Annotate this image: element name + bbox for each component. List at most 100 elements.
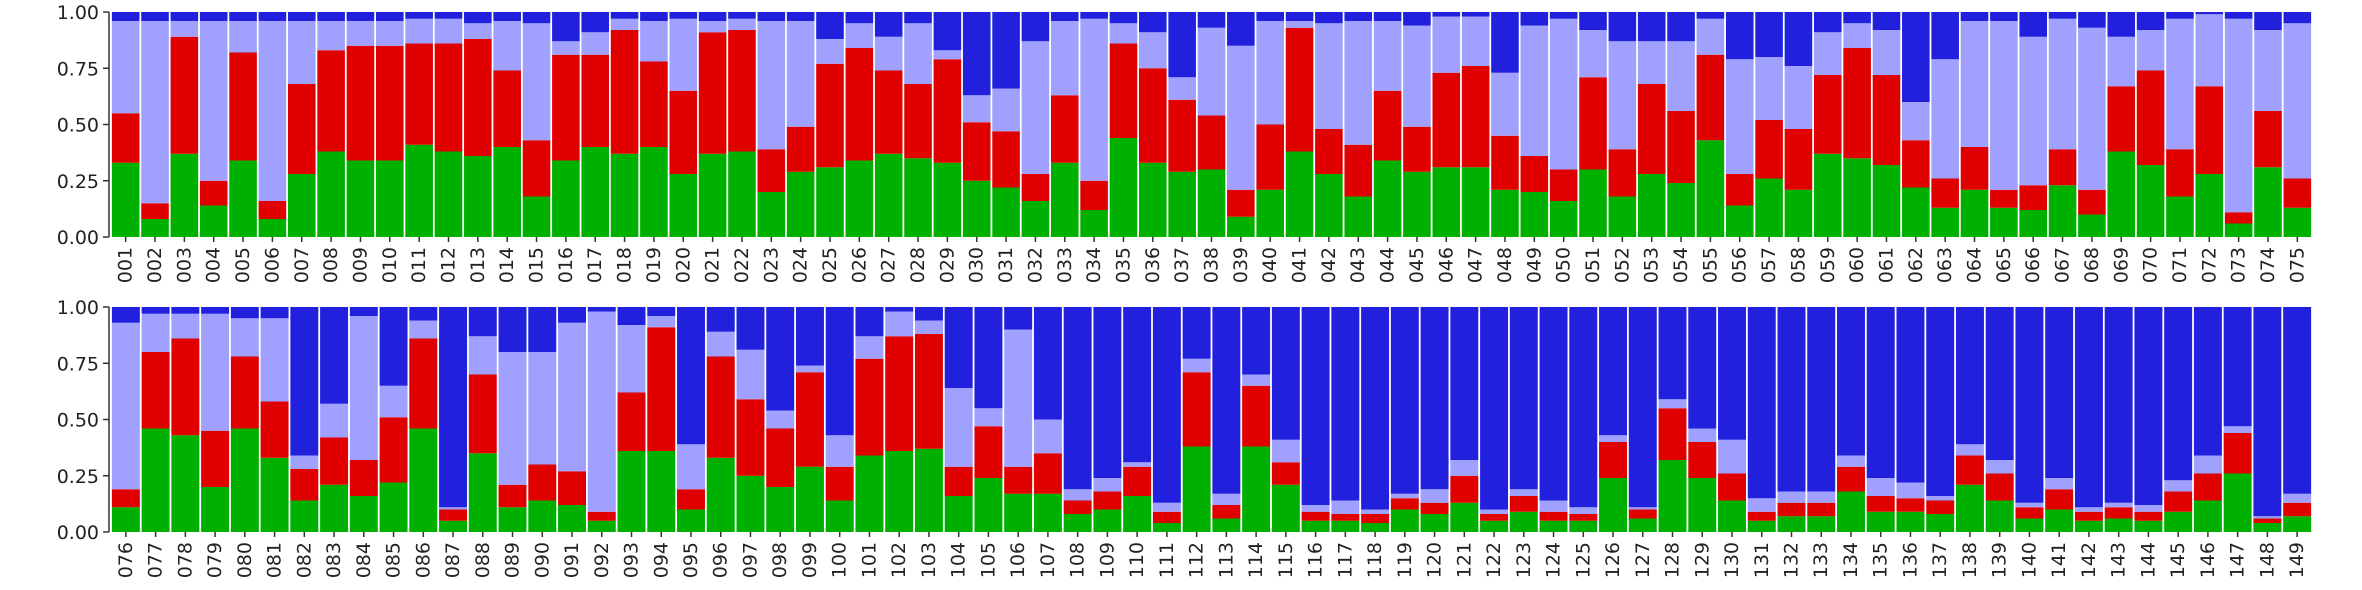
bar-segment-068-s3: [2078, 27, 2106, 190]
x-tick-label: 066: [2022, 247, 2044, 283]
bar-segment-012-s1: [434, 151, 463, 237]
bar-segment-131-s4: [1747, 307, 1776, 499]
bar-segment-011-s3: [405, 18, 433, 44]
x-tick-label: 100: [829, 542, 851, 578]
bar-segment-033-s2: [1050, 95, 1079, 163]
bar-segment-025-s1: [816, 167, 844, 237]
bar-segment-082-s2: [290, 469, 319, 501]
bar-segment-096-s1: [706, 457, 735, 532]
bar-segment-021-s1: [698, 153, 727, 237]
bar-segment-148-s2: [2253, 518, 2282, 523]
bar-segment-021-s4: [698, 12, 727, 21]
bar-segment-143-s4: [2104, 307, 2133, 503]
bar-segment-127-s2: [1628, 509, 1657, 519]
bar-segment-023-s4: [757, 12, 786, 21]
bar-segment-137-s4: [1926, 307, 1955, 496]
bar-segment-056-s3: [1725, 59, 1754, 174]
bar-segment-032-s4: [1021, 12, 1050, 42]
x-tick-label: 011: [408, 247, 430, 283]
bar-segment-079-s2: [201, 430, 230, 487]
bar-segment-029-s2: [933, 59, 962, 163]
x-tick-label: 095: [680, 542, 702, 578]
x-tick-label: 127: [1632, 542, 1654, 578]
bar-segment-005-s2: [229, 52, 257, 161]
bar-segment-122-s4: [1480, 307, 1509, 510]
x-tick-label: 013: [467, 247, 489, 283]
x-tick-label: 024: [790, 247, 812, 283]
bar-segment-123-s1: [1509, 511, 1538, 532]
x-tick-label: 130: [1721, 542, 1743, 578]
bar-segment-027-s2: [874, 70, 903, 154]
bar-segment-100-s3: [825, 435, 854, 467]
bar-segment-031-s3: [992, 88, 1020, 132]
bar-segment-143-s3: [2104, 502, 2133, 508]
bar-segment-110-s1: [1123, 496, 1152, 532]
bar-segment-103-s3: [914, 320, 943, 334]
bar-segment-067-s3: [2048, 18, 2077, 150]
x-tick-label: 068: [2081, 247, 2103, 283]
bar-segment-031-s1: [992, 187, 1020, 237]
bar-segment-038-s2: [1197, 115, 1226, 170]
bar-segment-129-s3: [1688, 428, 1717, 442]
bar-segment-071-s2: [2166, 149, 2194, 197]
bar-segment-139-s4: [1985, 307, 2014, 460]
x-tick-label: 077: [145, 542, 167, 578]
bar-segment-022-s1: [728, 151, 756, 237]
bar-segment-058-s4: [1784, 12, 1813, 66]
bar-segment-083-s4: [320, 307, 349, 404]
bar-segment-114-s3: [1242, 374, 1271, 386]
bar-segment-136-s4: [1896, 307, 1925, 483]
bar-segment-149-s2: [2283, 502, 2312, 517]
bar-segment-049-s4: [1520, 12, 1549, 26]
x-tick-label: 096: [710, 542, 732, 578]
x-tick-label: 008: [320, 247, 342, 283]
bar-segment-089-s3: [498, 352, 527, 485]
bar-segment-033-s3: [1050, 21, 1079, 96]
bar-segment-116-s4: [1301, 307, 1330, 505]
bar-segment-055-s3: [1696, 18, 1725, 55]
x-tick-label: 035: [1112, 247, 1134, 283]
bar-segment-124-s1: [1539, 520, 1568, 532]
x-tick-label: 099: [799, 542, 821, 578]
bar-segment-110-s3: [1123, 462, 1152, 467]
bar-segment-142-s2: [2074, 511, 2103, 521]
x-tick-label: 145: [2167, 542, 2189, 578]
bar-segment-024-s4: [786, 12, 815, 21]
bar-segment-138-s3: [1955, 444, 1984, 456]
bar-segment-043-s3: [1344, 21, 1373, 145]
bar-segment-035-s2: [1109, 43, 1138, 138]
bar-segment-061-s3: [1872, 30, 1901, 75]
x-tick-label: 075: [2286, 247, 2308, 283]
bar-segment-026-s2: [845, 48, 874, 161]
bar-segment-023-s1: [757, 192, 786, 237]
bar-segment-042-s2: [1315, 129, 1343, 174]
bar-segment-020-s3: [669, 18, 698, 91]
bar-segment-090-s4: [528, 307, 557, 352]
bar-segment-124-s2: [1539, 511, 1568, 521]
x-tick-label: 042: [1318, 247, 1340, 283]
x-tick-label: 050: [1553, 247, 1575, 283]
bar-segment-139-s3: [1985, 460, 2014, 474]
bar-segment-126-s2: [1599, 442, 1628, 478]
bar-segment-113-s4: [1212, 307, 1241, 494]
bar-segment-073-s3: [2224, 18, 2253, 213]
bar-segment-009-s1: [346, 160, 375, 237]
bar-segment-093-s3: [617, 325, 646, 393]
bar-segment-098-s4: [766, 307, 795, 411]
bar-segment-030-s3: [962, 95, 991, 123]
bar-segment-045-s4: [1403, 12, 1431, 26]
bar-segment-015-s1: [522, 196, 551, 237]
bar-segment-016-s3: [552, 41, 580, 55]
bar-segment-060-s4: [1843, 12, 1871, 24]
bar-segment-046-s4: [1432, 12, 1461, 17]
bar-segment-020-s2: [669, 90, 698, 174]
x-tick-label: 051: [1582, 247, 1604, 283]
bar-segment-097-s2: [736, 399, 765, 476]
bar-segment-047-s4: [1461, 12, 1490, 17]
bar-segment-106-s1: [1004, 493, 1033, 532]
bar-segment-045-s1: [1403, 171, 1431, 237]
bar-segment-071-s4: [2166, 12, 2194, 19]
bar-segment-061-s1: [1872, 165, 1901, 237]
bar-segment-008-s1: [317, 151, 345, 237]
bar-segment-118-s4: [1361, 307, 1390, 510]
